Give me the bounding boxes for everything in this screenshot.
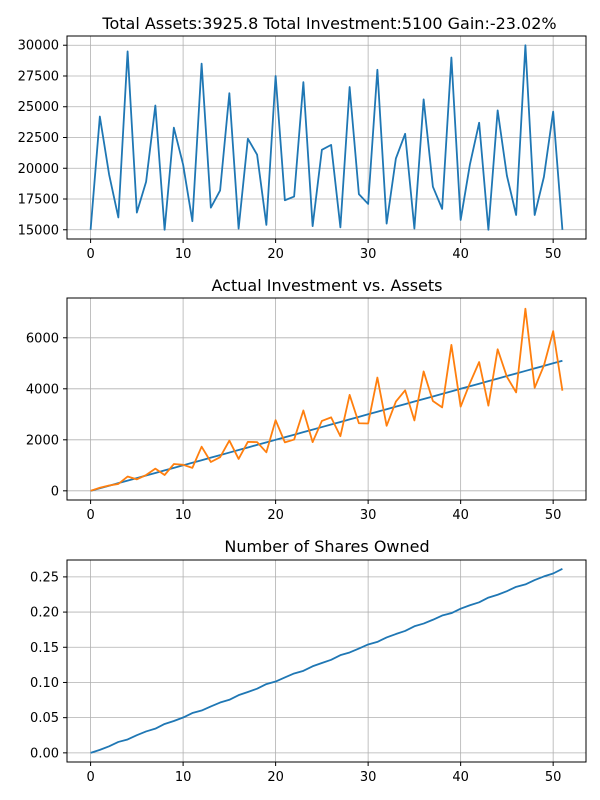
x-tick-label: 30 <box>360 770 377 785</box>
y-tick-label: 0.10 <box>30 676 59 691</box>
y-tick-label: 17500 <box>18 193 59 208</box>
y-tick-label: 4000 <box>26 382 59 397</box>
y-tick-label: 30000 <box>18 39 59 54</box>
x-tick-label: 0 <box>86 247 94 262</box>
y-tick-label: 0.20 <box>30 606 59 621</box>
y-tick-label: 0.15 <box>30 641 59 656</box>
y-tick-label: 0.25 <box>30 570 59 585</box>
x-tick-label: 20 <box>267 247 284 262</box>
x-tick-label: 10 <box>175 770 192 785</box>
x-tick-label: 30 <box>360 247 377 262</box>
series-line-0 <box>89 44 564 231</box>
x-tick-label: 40 <box>452 508 469 523</box>
y-tick-label: 0 <box>51 484 59 499</box>
y-tick-label: 0.00 <box>30 746 59 761</box>
x-tick-label: 40 <box>452 247 469 262</box>
x-tick-label: 50 <box>545 247 562 262</box>
plot-frame <box>66 297 587 501</box>
x-tick-label: 50 <box>545 770 562 785</box>
y-tick-label: 0.05 <box>30 711 59 726</box>
x-tick-label: 40 <box>452 770 469 785</box>
series-line-1 <box>90 307 564 492</box>
y-tick-label: 27500 <box>18 69 59 84</box>
y-tick-label: 22500 <box>18 131 59 146</box>
y-tick-label: 15000 <box>18 223 59 238</box>
chart-title: Number of Shares Owned <box>224 537 429 556</box>
plot-frame <box>66 559 587 763</box>
x-tick-label: 50 <box>545 508 562 523</box>
chart-title: Total Assets:3925.8 Total Investment:510… <box>101 14 556 33</box>
x-tick-label: 10 <box>175 508 192 523</box>
x-tick-label: 30 <box>360 508 377 523</box>
y-tick-label: 25000 <box>18 100 59 115</box>
y-tick-label: 20000 <box>18 162 59 177</box>
panel-shares-owned: Number of Shares Owned 0 10 20 30 40 50 0.00 0.… <box>30 537 587 785</box>
panel-total-assets: Total Assets:3925.8 Total Investment:510… <box>18 14 587 262</box>
x-tick-label: 0 <box>86 508 94 523</box>
x-tick-label: 10 <box>175 247 192 262</box>
x-tick-label: 0 <box>86 770 94 785</box>
x-tick-label: 20 <box>267 770 284 785</box>
series-line-0 <box>90 567 563 754</box>
panel-investment-vs-assets: Actual Investment vs. Assets 0 10 20 30 40 50… <box>26 276 587 523</box>
y-tick-label: 2000 <box>26 433 59 448</box>
x-tick-label: 20 <box>267 508 284 523</box>
chart-title: Actual Investment vs. Assets <box>212 276 443 295</box>
y-tick-label: 6000 <box>26 331 59 346</box>
